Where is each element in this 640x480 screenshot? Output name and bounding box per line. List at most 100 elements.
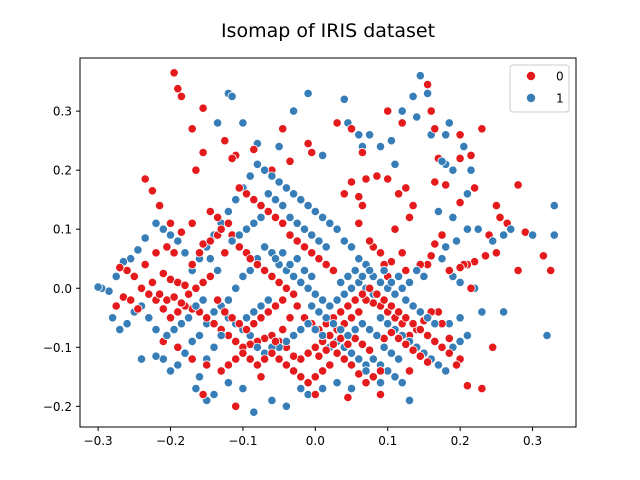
scatter-point-series-0 <box>415 351 425 361</box>
scatter-point-series-0 <box>444 348 454 358</box>
x-tick-label: −0.1 <box>228 434 257 448</box>
scatter-point-series-1 <box>191 301 201 311</box>
scatter-point-series-0 <box>151 248 161 258</box>
scatter-point-series-0 <box>495 212 505 222</box>
scatter-point-series-1 <box>191 383 201 394</box>
scatter-point-series-0 <box>147 186 157 196</box>
scatter-point-series-1 <box>299 224 310 234</box>
chart-title: Isomap of IRIS dataset <box>221 20 435 42</box>
scatter-point-series-1 <box>386 277 396 287</box>
scatter-point-series-1 <box>364 265 375 276</box>
scatter-point-series-1 <box>375 378 386 388</box>
scatter-point-series-1 <box>162 330 172 341</box>
scatter-point-series-1 <box>288 271 299 281</box>
scatter-point-series-0 <box>216 224 226 234</box>
scatter-point-series-0 <box>357 339 367 349</box>
scatter-point-series-0 <box>332 348 342 358</box>
scatter-point-series-0 <box>441 180 451 190</box>
scatter-point-series-0 <box>263 307 273 317</box>
scatter-point-series-0 <box>198 389 208 400</box>
scatter-point-series-1 <box>430 319 440 329</box>
scatter-point-series-0 <box>314 254 324 264</box>
scatter-point-series-1 <box>343 271 353 281</box>
scatter-point-series-1 <box>241 224 252 234</box>
scatter-point-series-1 <box>303 88 313 99</box>
scatter-point-series-1 <box>213 118 223 128</box>
scatter-point-series-0 <box>209 319 219 329</box>
scatter-point-series-0 <box>227 153 237 163</box>
scatter-point-series-1 <box>292 254 302 264</box>
axes-frame <box>79 57 577 428</box>
scatter-point-series-0 <box>205 236 215 246</box>
scatter-point-series-1 <box>151 218 161 228</box>
scatter-point-series-0 <box>346 124 357 134</box>
scatter-point-series-0 <box>386 327 396 338</box>
scatter-point-series-0 <box>256 313 266 323</box>
x-tick-label: −0.3 <box>84 434 113 448</box>
scatter-point-series-1 <box>111 271 121 281</box>
scatter-point-series-1 <box>379 342 389 352</box>
scatter-point-series-0 <box>426 106 436 116</box>
scatter-point-series-0 <box>383 106 393 116</box>
scatter-point-series-1 <box>473 224 483 234</box>
y-tick-label: 0.2 <box>53 164 72 178</box>
scatter-point-series-1 <box>144 313 154 323</box>
scatter-point-series-0 <box>451 360 462 370</box>
scatter-point-series-0 <box>288 366 299 376</box>
scatter-point-series-1 <box>245 265 255 276</box>
scatter-point-series-1 <box>133 245 143 255</box>
scatter-point-series-1 <box>317 150 328 160</box>
scatter-point-series-1 <box>267 395 277 405</box>
scatter-point-series-0 <box>223 218 233 228</box>
scatter-point-series-0 <box>278 218 288 228</box>
scatter-point-series-0 <box>278 124 288 134</box>
scatter-point-series-0 <box>357 289 367 299</box>
scatter-point-series-0 <box>270 212 281 222</box>
scatter-point-series-0 <box>375 248 386 258</box>
scatter-point-series-0 <box>241 324 252 335</box>
scatter-point-series-1 <box>336 277 346 287</box>
scatter-point-series-1 <box>259 242 270 252</box>
scatter-point-series-1 <box>263 295 273 305</box>
scatter-point-series-0 <box>184 289 194 299</box>
y-tick-label: −0.2 <box>43 400 72 414</box>
scatter-point-series-1 <box>303 283 313 293</box>
scatter-point-series-0 <box>176 227 186 237</box>
scatter-point-series-1 <box>270 254 281 264</box>
scatter-point-series-1 <box>357 271 367 281</box>
scatter-point-series-1 <box>310 324 320 335</box>
scatter-point-series-1 <box>325 301 335 311</box>
scatter-point-series-1 <box>393 354 404 364</box>
x-tick-label: −0.2 <box>156 434 185 448</box>
scatter-point-series-0 <box>259 354 270 364</box>
scatter-point-series-1 <box>346 383 357 394</box>
scatter-point-series-0 <box>404 366 415 376</box>
scatter-point-series-1 <box>310 206 320 217</box>
scatter-point-series-0 <box>187 124 197 134</box>
scatter-point-series-0 <box>220 248 230 258</box>
scatter-point-series-1 <box>288 330 299 341</box>
scatter-point-series-1 <box>296 324 306 335</box>
scatter-point-series-1 <box>249 218 259 228</box>
scatter-point-series-1 <box>209 342 219 352</box>
scatter-point-series-0 <box>238 348 248 358</box>
scatter-point-series-0 <box>325 360 335 370</box>
scatter-point-series-1 <box>165 230 176 240</box>
scatter-point-series-1 <box>412 265 422 276</box>
scatter-point-series-1 <box>386 136 396 146</box>
scatter-point-series-1 <box>194 330 205 341</box>
scatter-point-series-0 <box>393 189 404 199</box>
scatter-point-series-0 <box>202 360 212 370</box>
scatter-point-series-1 <box>281 336 291 346</box>
scatter-point-series-1 <box>364 324 375 335</box>
scatter-point-series-0 <box>455 198 465 208</box>
scatter-point-series-1 <box>364 130 375 140</box>
scatter-point-series-0 <box>213 295 223 305</box>
scatter-point-series-0 <box>455 262 465 273</box>
scatter-point-series-1 <box>448 212 458 222</box>
scatter-point-series-0 <box>299 242 310 252</box>
scatter-point-series-0 <box>361 174 371 184</box>
scatter-point-series-0 <box>390 224 400 234</box>
scatter-point-series-1 <box>441 130 451 140</box>
x-axis: −0.3 −0.2 −0.1 0.0 0.1 0.2 0.3 <box>84 427 542 448</box>
